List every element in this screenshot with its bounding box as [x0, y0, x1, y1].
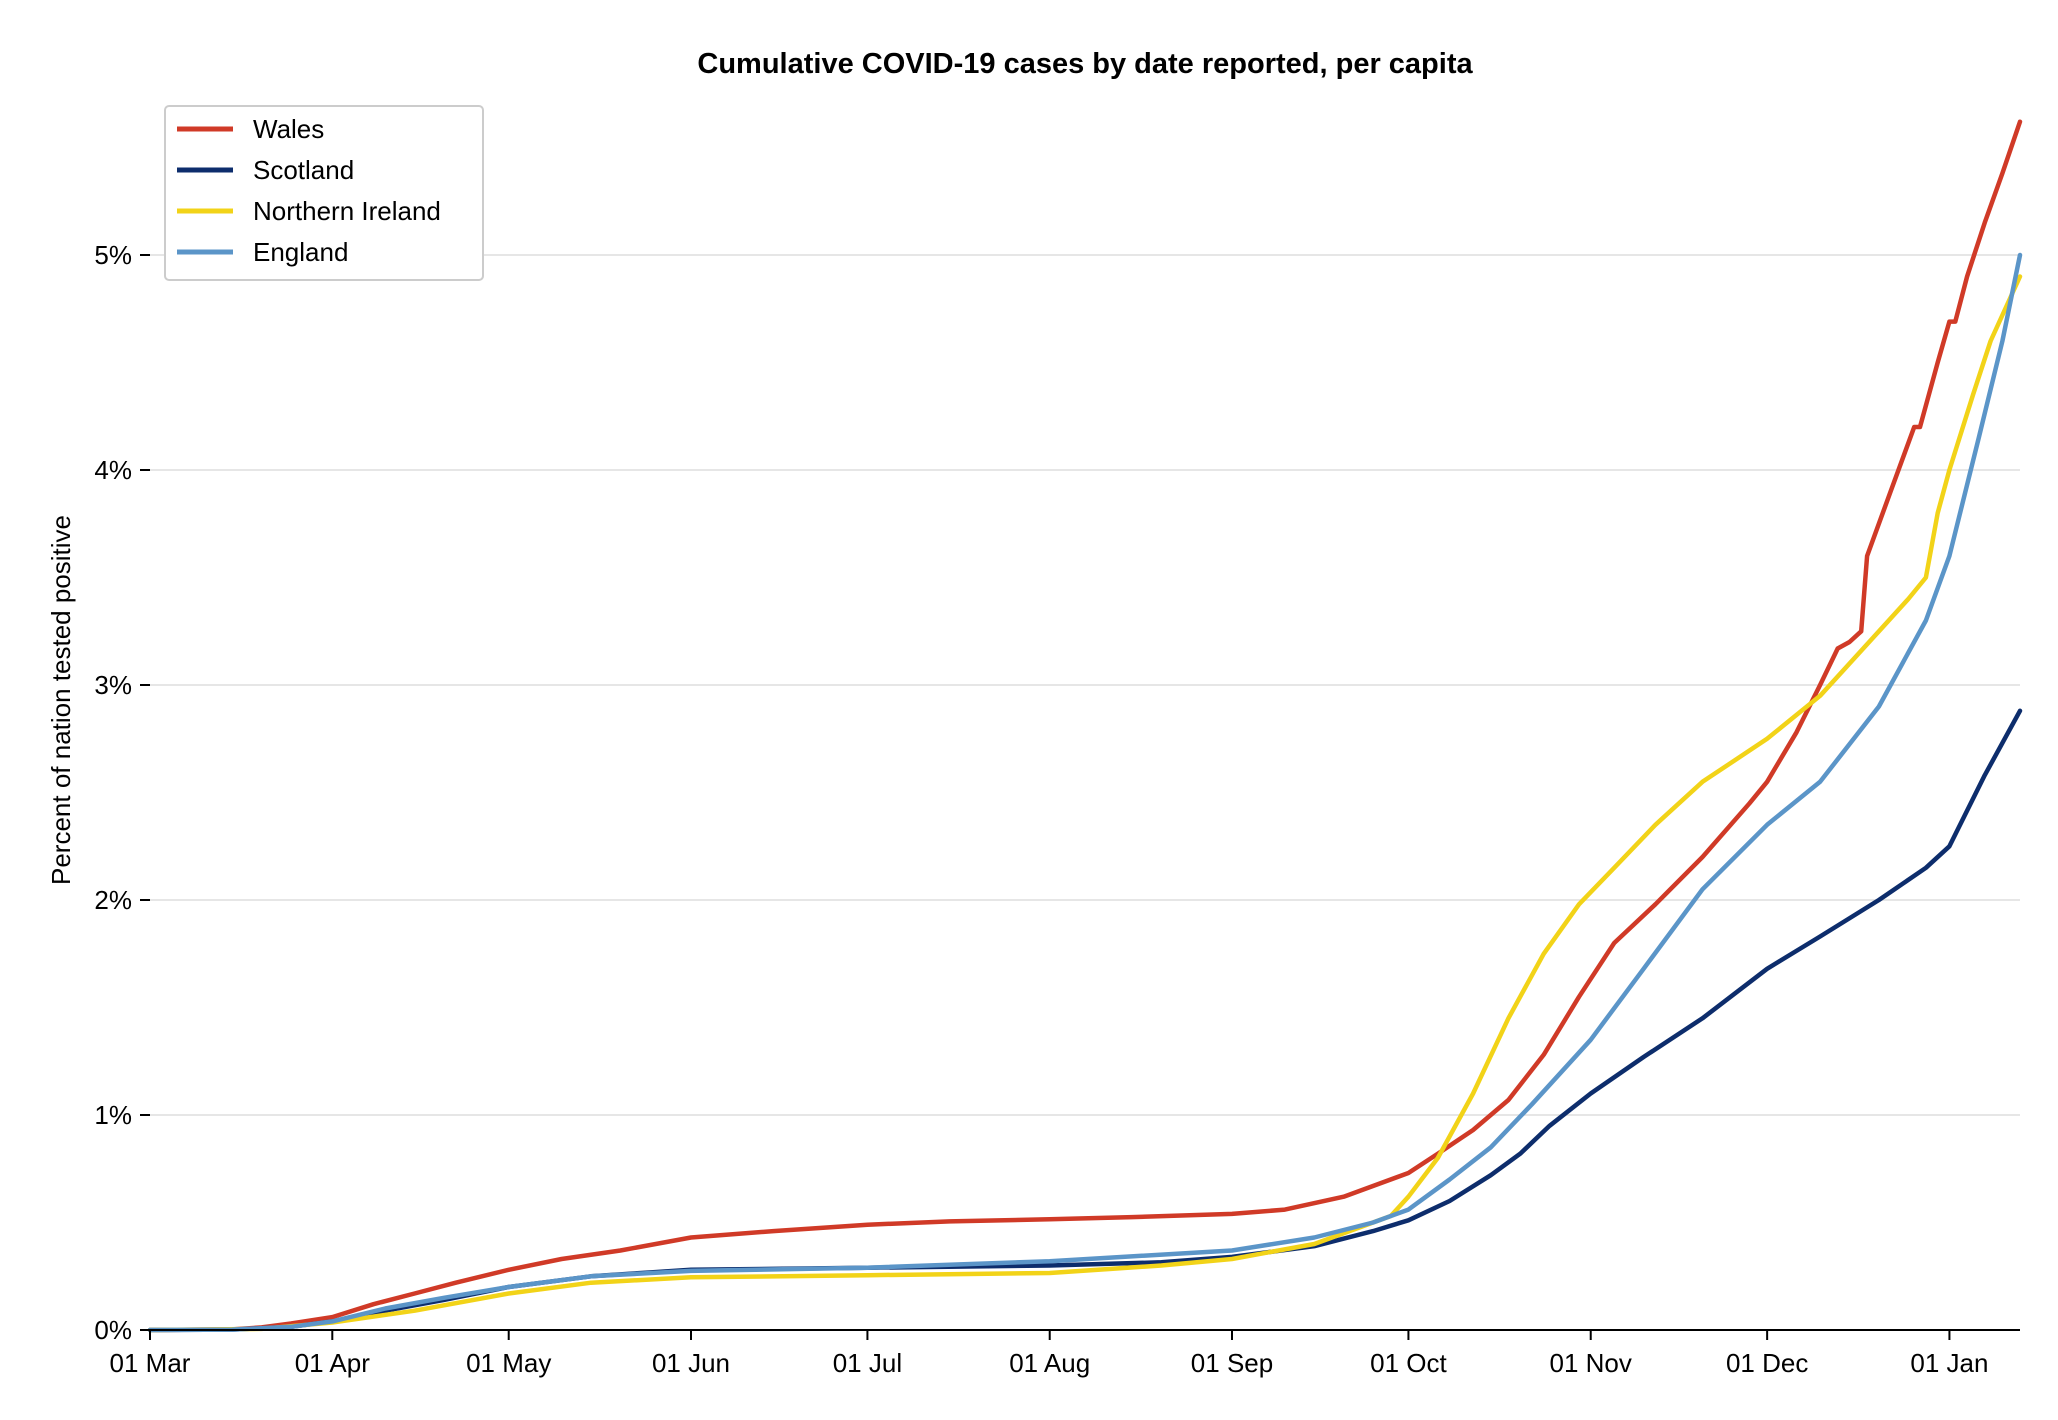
- y-tick-label: 3%: [94, 670, 132, 700]
- y-tick-label: 5%: [94, 240, 132, 270]
- x-tick-label: 01 Apr: [295, 1348, 371, 1378]
- x-tick-label: 01 Sep: [1191, 1348, 1273, 1378]
- legend-label: Northern Ireland: [253, 196, 441, 226]
- x-tick-label: 01 Mar: [110, 1348, 191, 1378]
- gridlines: [150, 254, 2020, 1116]
- legend: Wales Scotland Northern Ireland England: [164, 105, 484, 281]
- x-tick-label: 01 May: [466, 1348, 551, 1378]
- legend-box: [164, 105, 484, 281]
- x-tick-label: 01 Aug: [1009, 1348, 1090, 1378]
- series-line-scotland: [147, 708, 2023, 1333]
- y-tick-label: 0%: [94, 1315, 132, 1345]
- x-tick-label: 01 Jul: [833, 1348, 902, 1378]
- series-lines: [147, 119, 2023, 1333]
- x-tick-label: 01 Dec: [1726, 1348, 1808, 1378]
- legend-label: Wales: [253, 114, 324, 144]
- series-line-northern-ireland: [147, 274, 2023, 1333]
- series-line-wales: [147, 119, 2023, 1333]
- y-tick-label: 2%: [94, 885, 132, 915]
- y-tick-label: 1%: [94, 1100, 132, 1130]
- legend-label: England: [253, 237, 348, 267]
- x-tick-label: 01 Oct: [1370, 1348, 1447, 1378]
- x-tick-label: 01 Nov: [1550, 1348, 1632, 1378]
- chart-title: Cumulative COVID-19 cases by date report…: [697, 48, 1473, 80]
- axes: 0% 1% 2% 3% 4% 5% 01 Mar 01 Apr 01 May 01 Jun 01 J…: [94, 240, 2020, 1378]
- x-tick-label: 01 Jun: [652, 1348, 730, 1378]
- legend-label: Scotland: [253, 155, 354, 185]
- series-line-england: [147, 252, 2023, 1333]
- y-axis-label: Percent of nation tested positive: [46, 515, 76, 885]
- x-tick-label: 01 Jan: [1910, 1348, 1988, 1378]
- y-tick-label: 4%: [94, 455, 132, 485]
